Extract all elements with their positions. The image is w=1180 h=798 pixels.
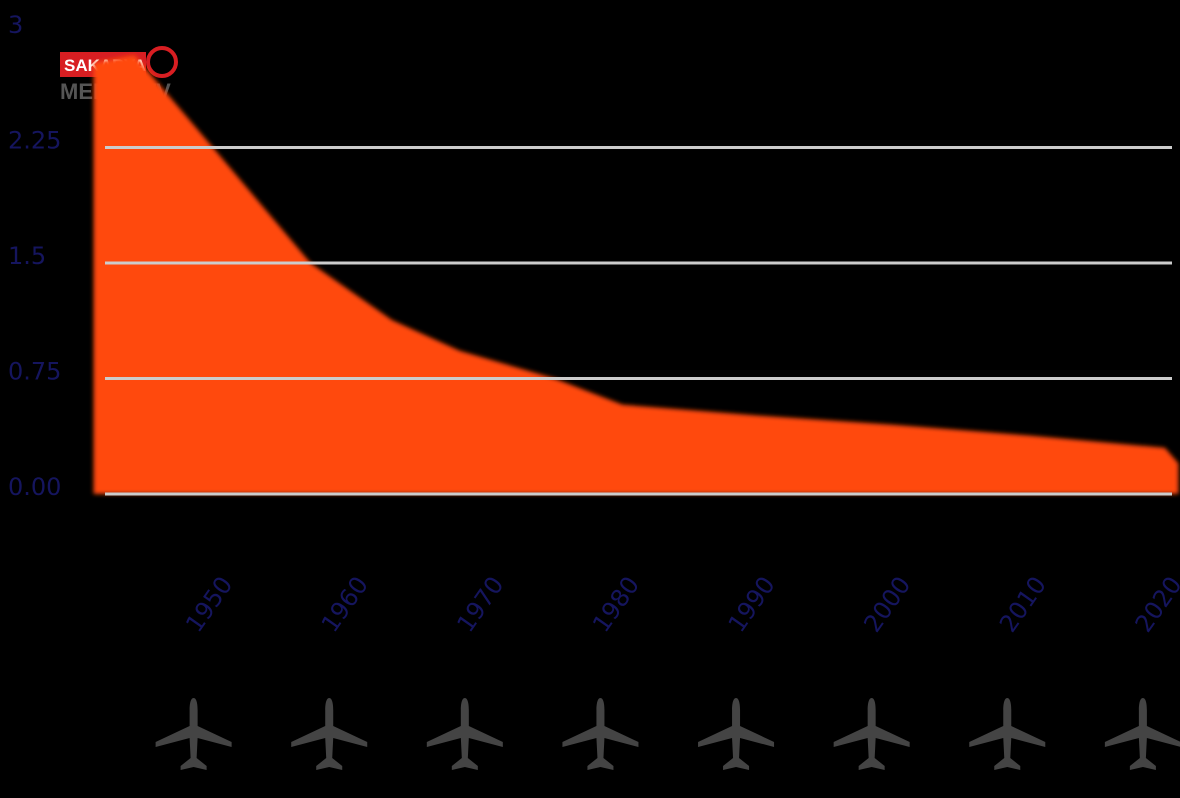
logo-ring: [146, 46, 178, 78]
plane-icon: [155, 698, 232, 770]
y-tick-label: 1.5: [8, 242, 46, 270]
plane-icon: [1104, 698, 1180, 770]
area: [93, 55, 1179, 494]
y-tick-label: 3: [8, 11, 23, 39]
plane-icon: [426, 698, 503, 770]
plane-icon: [969, 698, 1046, 770]
plane-icon: [562, 698, 639, 770]
plane-icon: [833, 698, 910, 770]
y-tick-label: 0.00: [8, 473, 61, 501]
plane-icon: [291, 698, 368, 770]
plane-icon: [698, 698, 775, 770]
y-tick-label: 0.75: [8, 358, 61, 386]
y-tick-label: 2.25: [8, 127, 61, 155]
